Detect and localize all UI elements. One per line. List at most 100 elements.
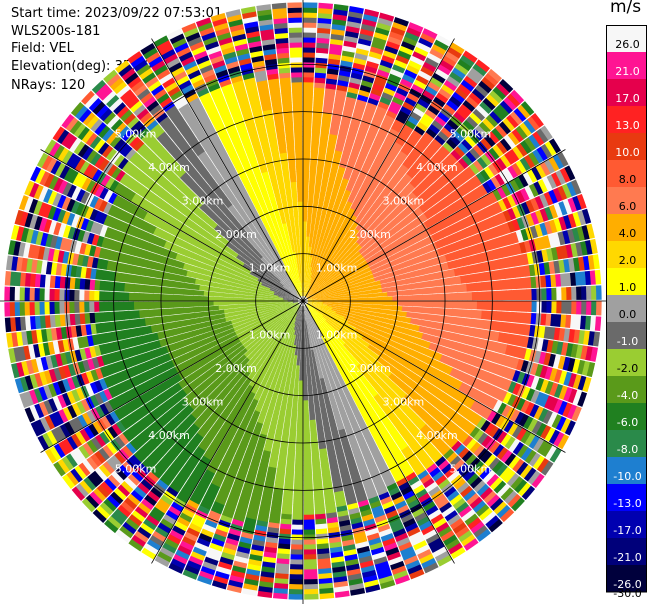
velocity-gate bbox=[308, 288, 312, 293]
velocity-gate bbox=[362, 304, 368, 308]
velocity-gate bbox=[585, 285, 592, 300]
velocity-gate bbox=[496, 141, 508, 155]
velocity-gate bbox=[303, 136, 311, 143]
velocity-gate bbox=[489, 110, 503, 124]
velocity-gate bbox=[318, 248, 323, 255]
velocity-gate bbox=[337, 302, 344, 306]
velocity-gate bbox=[313, 196, 319, 203]
velocity-gate bbox=[314, 77, 326, 84]
velocity-gate bbox=[306, 281, 310, 287]
velocity-gate bbox=[399, 273, 406, 280]
velocity-gate bbox=[367, 304, 373, 309]
velocity-gate bbox=[381, 118, 393, 128]
velocity-gate bbox=[509, 179, 520, 192]
velocity-gate bbox=[322, 223, 328, 230]
velocity-gate bbox=[304, 593, 319, 600]
start-time-line: Start time: 2023/09/22 07:53:01 bbox=[11, 5, 222, 23]
velocity-gate bbox=[308, 404, 315, 411]
velocity-gate bbox=[311, 277, 315, 284]
velocity-gate bbox=[319, 142, 328, 149]
nrays-value: 120 bbox=[60, 78, 86, 94]
velocity-gate bbox=[436, 221, 445, 231]
velocity-gate bbox=[516, 301, 523, 312]
velocity-gate bbox=[510, 89, 525, 104]
velocity-gate bbox=[303, 529, 316, 536]
velocity-gate bbox=[305, 292, 310, 297]
velocity-gate bbox=[502, 209, 512, 222]
velocity-gate bbox=[291, 524, 303, 531]
velocity-gate bbox=[303, 176, 310, 182]
velocity-gate bbox=[330, 243, 336, 250]
velocity-gate bbox=[307, 298, 314, 301]
velocity-gate bbox=[289, 579, 303, 585]
velocity-gate bbox=[306, 226, 311, 232]
velocity-gate bbox=[303, 524, 315, 531]
velocity-gate bbox=[427, 226, 436, 236]
velocity-gate bbox=[395, 54, 410, 65]
velocity-gate bbox=[444, 226, 453, 236]
velocity-gate bbox=[360, 23, 376, 32]
velocity-gate bbox=[328, 48, 342, 56]
velocity-gate bbox=[548, 138, 562, 154]
velocity-gate bbox=[306, 236, 310, 242]
velocity-gate bbox=[424, 108, 437, 120]
velocity-gate bbox=[290, 544, 303, 550]
velocity-gate bbox=[590, 285, 597, 300]
velocity-gate bbox=[303, 454, 312, 461]
velocity-gate bbox=[333, 272, 340, 278]
velocity-gate bbox=[399, 189, 409, 199]
velocity-gate bbox=[303, 395, 309, 401]
velocity-gate bbox=[303, 86, 314, 93]
velocity-gate bbox=[466, 292, 473, 301]
velocity-gate bbox=[388, 127, 400, 138]
velocity-gate bbox=[423, 267, 430, 275]
velocity-gate bbox=[399, 177, 410, 187]
velocity-gate bbox=[494, 173, 506, 186]
velocity-gate bbox=[515, 190, 526, 204]
velocity-gate bbox=[303, 459, 312, 466]
velocity-gate bbox=[304, 291, 307, 297]
velocity-gate bbox=[518, 174, 529, 188]
velocity-gate bbox=[333, 227, 340, 235]
velocity-gate bbox=[387, 305, 393, 311]
velocity-gate bbox=[439, 59, 454, 72]
velocity-gate bbox=[429, 170, 440, 181]
velocity-gate bbox=[376, 215, 384, 224]
velocity-gate bbox=[470, 201, 481, 213]
velocity-gate bbox=[451, 308, 458, 317]
velocity-gate bbox=[303, 116, 312, 123]
velocity-gate bbox=[417, 98, 430, 109]
velocity-gate bbox=[392, 63, 406, 74]
velocity-gate bbox=[387, 35, 402, 46]
velocity-gate bbox=[306, 370, 311, 376]
velocity-gate bbox=[318, 197, 325, 204]
velocity-gate bbox=[316, 292, 322, 296]
velocity-gate bbox=[294, 375, 300, 381]
velocity-gate bbox=[342, 298, 349, 301]
velocity-gate bbox=[293, 355, 298, 361]
velocity-gate bbox=[486, 178, 497, 191]
velocity-gate bbox=[389, 163, 400, 172]
velocity-gate bbox=[520, 228, 529, 241]
velocity-gate bbox=[361, 290, 368, 295]
velocity-gate bbox=[414, 46, 429, 57]
velocity-gate bbox=[435, 201, 445, 212]
velocity-gate bbox=[530, 113, 544, 128]
velocity-gate bbox=[466, 301, 473, 310]
velocity-gate bbox=[326, 68, 339, 75]
velocity-gate bbox=[395, 114, 407, 125]
velocity-gate bbox=[434, 134, 446, 146]
velocity-gate bbox=[367, 128, 378, 138]
velocity-gate bbox=[478, 121, 492, 134]
velocity-gate bbox=[548, 219, 558, 234]
velocity-gate bbox=[567, 228, 576, 244]
velocity-gate bbox=[303, 375, 308, 381]
velocity-gate bbox=[303, 365, 307, 371]
velocity-gate bbox=[336, 84, 348, 92]
velocity-gate bbox=[303, 484, 313, 491]
velocity-gate bbox=[320, 266, 325, 272]
velocity-gate bbox=[338, 242, 344, 249]
velocity-gate bbox=[403, 272, 411, 279]
velocity-gate bbox=[389, 200, 398, 210]
velocity-gate bbox=[315, 274, 320, 281]
